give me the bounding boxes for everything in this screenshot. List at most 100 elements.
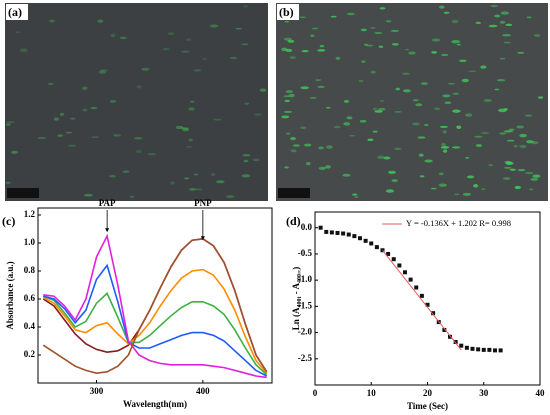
point — [498, 348, 503, 353]
cell — [194, 188, 203, 191]
cell — [69, 117, 76, 120]
cell — [259, 88, 267, 92]
y-axis-label-part: 400∞ — [297, 269, 303, 283]
y-tick-label: -1.5 — [298, 300, 313, 310]
cell — [440, 145, 450, 149]
cell — [175, 125, 184, 130]
cell — [430, 187, 437, 190]
cell — [438, 172, 444, 176]
cell — [354, 196, 359, 198]
cell — [424, 159, 433, 163]
cell — [378, 45, 384, 48]
cell — [181, 50, 190, 53]
specks — [5, 5, 267, 199]
point — [419, 293, 424, 298]
x-tick-label: 10 — [367, 388, 377, 398]
cell — [109, 175, 116, 178]
cell — [90, 107, 98, 110]
cell — [315, 78, 322, 82]
cell — [110, 33, 116, 38]
cell — [377, 155, 385, 160]
cell — [287, 39, 295, 43]
cell — [194, 173, 199, 176]
cell — [499, 20, 506, 24]
cell — [37, 137, 46, 139]
cell — [390, 30, 399, 32]
cell — [190, 100, 195, 103]
cell — [284, 20, 290, 23]
cell — [439, 5, 445, 9]
cell — [82, 108, 88, 112]
cell — [514, 185, 521, 190]
cell — [519, 133, 527, 138]
point — [408, 277, 413, 282]
cell — [502, 34, 512, 37]
point — [324, 229, 329, 234]
cell — [319, 44, 325, 48]
cell — [170, 181, 175, 185]
cell — [379, 100, 385, 102]
cell — [443, 11, 450, 14]
cell — [490, 4, 499, 8]
cell — [456, 43, 461, 46]
panel-label: (c) — [2, 214, 15, 228]
cell — [189, 187, 196, 191]
cell — [346, 116, 353, 120]
spectrum — [42, 237, 268, 375]
cell — [419, 175, 425, 178]
cell — [330, 15, 337, 18]
cell — [388, 170, 397, 174]
cell — [82, 86, 88, 91]
point — [335, 230, 340, 235]
cell — [431, 50, 438, 54]
point — [448, 334, 452, 339]
annotation: PNP — [194, 198, 212, 208]
cell — [57, 134, 63, 137]
cell — [252, 158, 260, 162]
cell — [494, 14, 501, 18]
point — [352, 234, 357, 239]
point — [431, 311, 436, 316]
cell — [513, 144, 518, 148]
cell — [147, 152, 157, 156]
cell — [309, 97, 317, 99]
cell — [193, 69, 202, 72]
point — [380, 248, 385, 253]
cell — [363, 43, 369, 46]
y-tick-label: 0.8 — [24, 265, 36, 275]
cell — [300, 86, 310, 90]
cell — [506, 160, 512, 164]
cell — [465, 113, 473, 117]
cell — [241, 43, 249, 46]
cell — [525, 114, 533, 117]
point — [403, 270, 407, 275]
cell — [499, 132, 507, 135]
cell — [210, 172, 216, 177]
cell — [141, 67, 150, 71]
cell — [235, 27, 242, 30]
cell — [342, 173, 351, 177]
cell — [299, 16, 307, 19]
x-tick-label: 20 — [423, 388, 433, 398]
cell — [533, 34, 541, 37]
cell — [530, 178, 539, 181]
point — [374, 245, 379, 250]
cell — [391, 42, 399, 46]
cell — [412, 122, 420, 126]
cell — [474, 135, 483, 138]
cell — [500, 11, 509, 15]
cell — [318, 166, 326, 170]
cell — [473, 184, 479, 188]
cell — [59, 112, 65, 116]
cell — [468, 70, 477, 73]
y-axis-label: Absorbance (a.u.) — [5, 261, 15, 329]
cell — [403, 89, 411, 93]
point — [386, 251, 391, 256]
cell — [438, 183, 447, 187]
cell — [529, 188, 534, 191]
cell — [503, 41, 512, 44]
annotation: PAP — [99, 198, 116, 208]
cell — [49, 19, 55, 23]
spectrum — [42, 268, 268, 374]
